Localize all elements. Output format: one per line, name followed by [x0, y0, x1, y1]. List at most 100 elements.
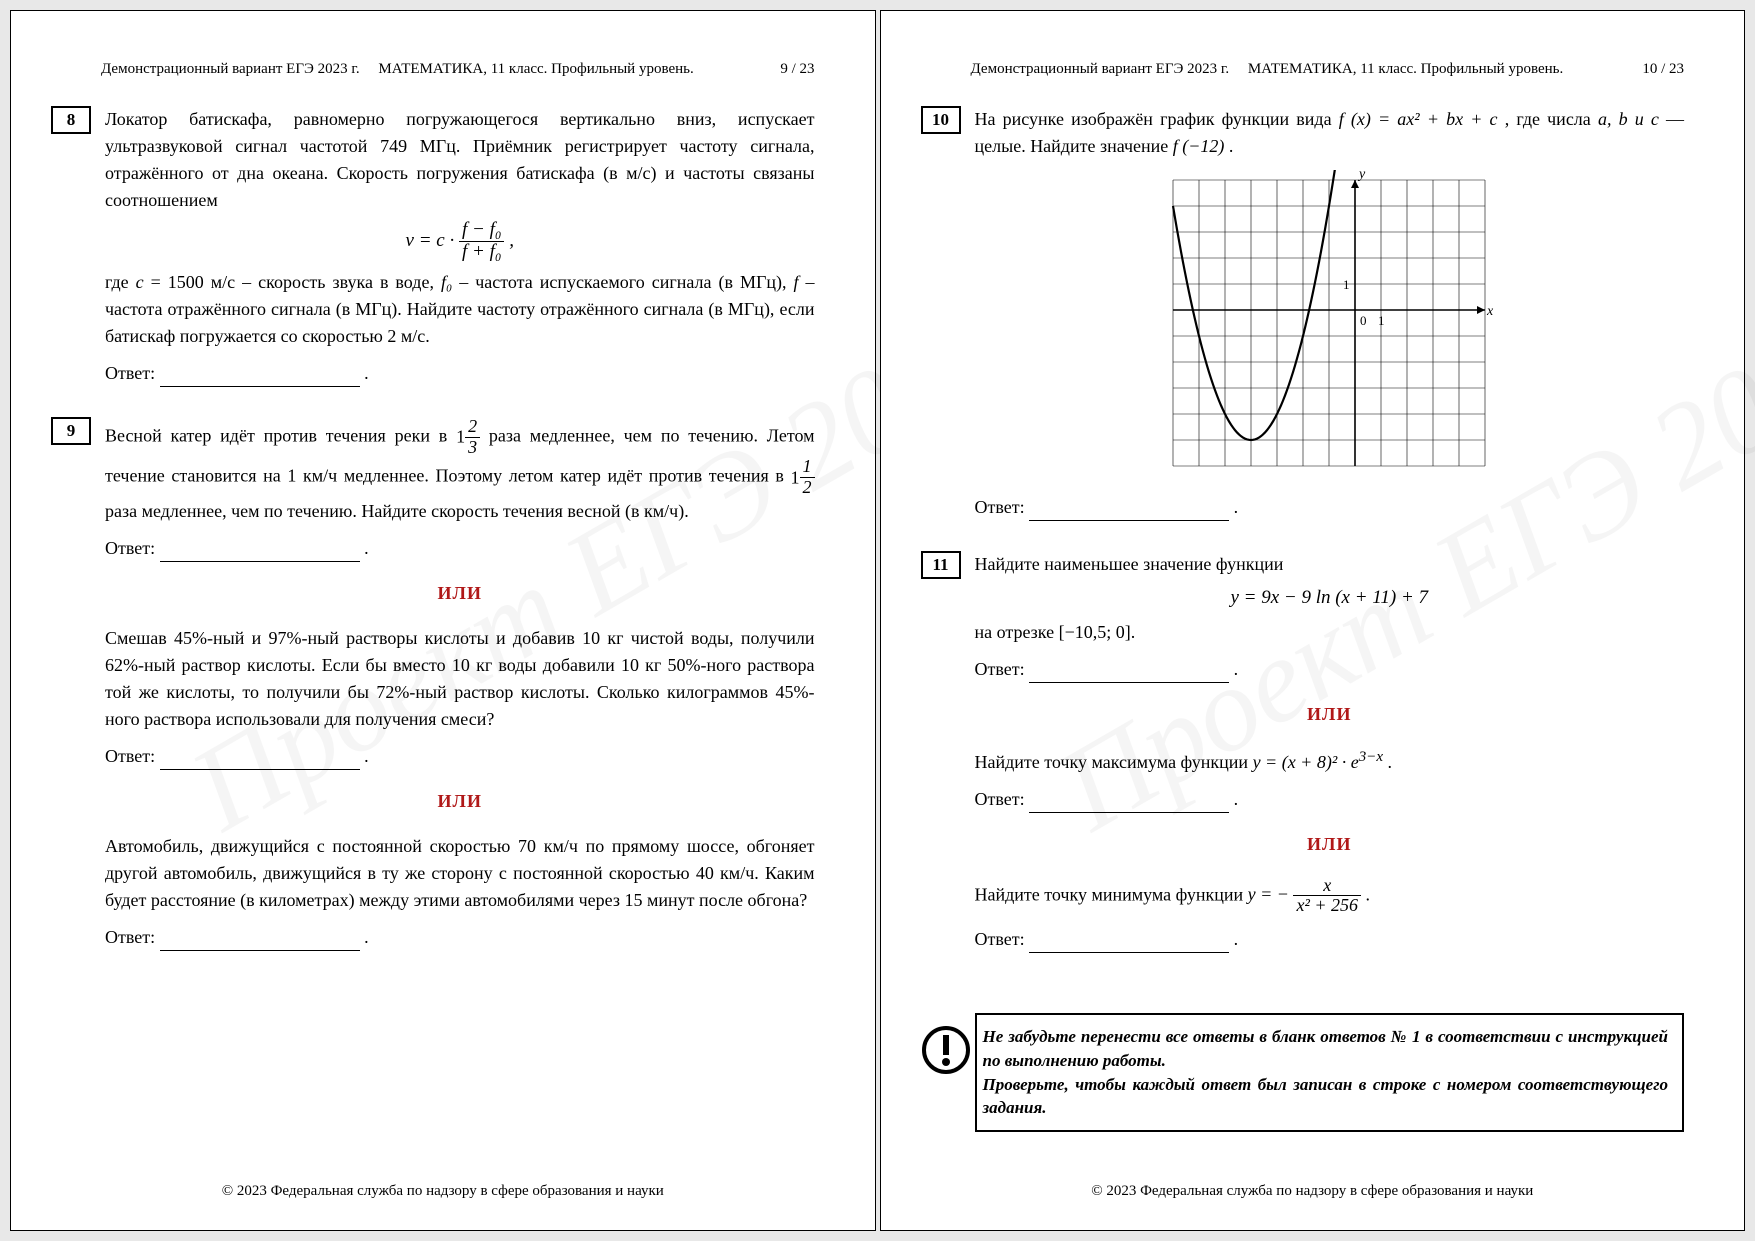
answer-row: Ответ: . [105, 743, 815, 770]
page-header: Демонстрационный вариант ЕГЭ 2023 г. МАТ… [971, 61, 1685, 78]
t: – частота испускаемого сигнала (в МГц), [452, 272, 793, 292]
frac-den: f + f₀ [459, 242, 504, 263]
or-divider: ИЛИ [105, 580, 815, 607]
notice-wrapper: Не забудьте перенести все ответы в бланк… [921, 983, 1685, 1132]
parabola-graph: yx011 [975, 170, 1685, 484]
notice-text: Не забудьте перенести все ответы в бланк… [983, 1025, 1669, 1120]
w: 1 [456, 427, 465, 447]
problem-number-box: 9 [51, 417, 91, 445]
t: . [1229, 136, 1234, 156]
t: . [1388, 752, 1393, 772]
inline-formula: y = − x x² + 256 [1248, 884, 1366, 904]
lhs: y = − [1248, 884, 1289, 904]
d: 3 [465, 438, 480, 458]
p8-formula: v = c · f − f₀ f + f₀ , [105, 220, 815, 263]
problem-body: Найдите наименьшее значение функции y = … [975, 551, 1685, 953]
problem-10: 10 На рисунке изображён график функции в… [921, 106, 1685, 521]
answer-row: Ответ: . [975, 926, 1685, 953]
problem-9: 9 Весной катер идёт против течения реки … [51, 417, 815, 951]
svg-text:y: y [1357, 170, 1366, 182]
t: Весной катер идёт против течения реки в [105, 425, 456, 445]
header-subject: МАТЕМАТИКА, 11 класс. Профильный уровень… [378, 61, 693, 77]
n: 2 [465, 417, 480, 438]
p11-formula1: y = 9x − 9 ln (x + 11) + 7 [975, 584, 1685, 613]
or-divider: ИЛИ [975, 831, 1685, 858]
answer-label: Ответ: [105, 746, 155, 766]
answer-blank[interactable] [1029, 682, 1229, 683]
answer-row: Ответ: . [975, 494, 1685, 521]
t: раза медленнее, чем по течению. Найдите … [105, 501, 689, 521]
answer-blank[interactable] [1029, 812, 1229, 813]
page-right: Проект ЕГЭ 2023 Демонстрационный вариант… [880, 10, 1746, 1231]
exclamation-icon [921, 1025, 971, 1075]
t: где [105, 272, 136, 292]
exp: 3−x [1359, 749, 1383, 765]
t: Найдите точку максимума функции [975, 752, 1253, 772]
answer-blank[interactable] [160, 386, 360, 387]
notice-line1: Не забудьте перенести все ответы в бланк… [983, 1027, 1669, 1070]
problem-number-box: 10 [921, 106, 961, 134]
problem-body: Локатор батискафа, равномерно погружающе… [105, 106, 815, 387]
t: , где числа [1505, 109, 1598, 129]
problem-8: 8 Локатор батискафа, равномерно погружаю… [51, 106, 815, 387]
page-footer: © 2023 Федеральная служба по надзору в с… [11, 1183, 875, 1200]
t: на отрезке [−10,5; 0]. [975, 622, 1136, 642]
svg-text:0: 0 [1360, 313, 1367, 328]
inline-formula: f (x) = ax² + bx + c [1339, 109, 1498, 129]
inline-formula: y = (x + 8)² · e3−x [1253, 752, 1383, 772]
p9-variant2: Смешав 45%-ный и 97%-ный растворы кислот… [105, 628, 815, 729]
page-number: 9 / 23 [780, 61, 814, 78]
page-footer: © 2023 Федеральная служба по надзору в с… [881, 1183, 1745, 1200]
problem-body: На рисунке изображён график функции вида… [975, 106, 1685, 521]
inline-formula: f (−12) [1173, 136, 1225, 156]
header-title: Демонстрационный вариант ЕГЭ 2023 г. [971, 61, 1230, 77]
answer-blank[interactable] [160, 950, 360, 951]
answer-label: Ответ: [105, 538, 155, 558]
mixed-fraction-2: 112 [791, 466, 815, 486]
frac-num: f − f₀ [459, 220, 504, 242]
problem-11: 11 Найдите наименьшее значение функции y… [921, 551, 1685, 953]
formula-lhs: v = c · [406, 230, 455, 251]
svg-text:x: x [1486, 304, 1494, 319]
n: x [1293, 876, 1361, 897]
answer-label: Ответ: [975, 789, 1025, 809]
header-title: Демонстрационный вариант ЕГЭ 2023 г. [101, 61, 360, 77]
page-left: Проект ЕГЭ 2023 Демонстрационный вариант… [10, 10, 876, 1231]
notice-box: Не забудьте перенести все ответы в бланк… [975, 1013, 1685, 1132]
answer-blank[interactable] [160, 561, 360, 562]
graph-svg: yx011 [1163, 170, 1495, 476]
formula-fraction: f − f₀ f + f₀ [459, 220, 504, 263]
problem-body: Весной катер идёт против течения реки в … [105, 417, 815, 951]
svg-text:1: 1 [1378, 313, 1385, 328]
problem-number-box: 8 [51, 106, 91, 134]
d: x² + 256 [1293, 896, 1361, 916]
p9-variant3: Автомобиль, движущийся с постоянной скор… [105, 836, 815, 910]
t: На рисунке изображён график функции вида [975, 109, 1339, 129]
t: = 1500 м/с – скорость звука в воде, [144, 272, 441, 292]
answer-label: Ответ: [975, 497, 1025, 517]
answer-label: Ответ: [975, 659, 1025, 679]
var: f₀ [441, 272, 452, 292]
f: y = (x + 8)² · e [1253, 752, 1359, 772]
answer-row: Ответ: . [975, 656, 1685, 683]
notice-line2: Проверьте, чтобы каждый ответ был записа… [983, 1075, 1669, 1118]
t: . [1366, 884, 1371, 904]
answer-row: Ответ: . [105, 535, 815, 562]
answer-blank[interactable] [1029, 520, 1229, 521]
answer-row: Ответ: . [975, 786, 1685, 813]
svg-text:1: 1 [1343, 277, 1350, 292]
header-subject: МАТЕМАТИКА, 11 класс. Профильный уровень… [1248, 61, 1563, 77]
vars: a, b и c [1598, 109, 1659, 129]
w: 1 [791, 467, 800, 487]
page-spread: Проект ЕГЭ 2023 Демонстрационный вариант… [10, 10, 1745, 1231]
fraction: x x² + 256 [1293, 876, 1361, 917]
answer-row: Ответ: . [105, 360, 815, 387]
page-number: 10 / 23 [1642, 61, 1684, 78]
answer-row: Ответ: . [105, 924, 815, 951]
page-header: Демонстрационный вариант ЕГЭ 2023 г. МАТ… [101, 61, 815, 78]
answer-blank[interactable] [1029, 952, 1229, 953]
or-divider: ИЛИ [975, 701, 1685, 728]
or-divider: ИЛИ [105, 788, 815, 815]
answer-blank[interactable] [160, 769, 360, 770]
answer-label: Ответ: [105, 363, 155, 383]
